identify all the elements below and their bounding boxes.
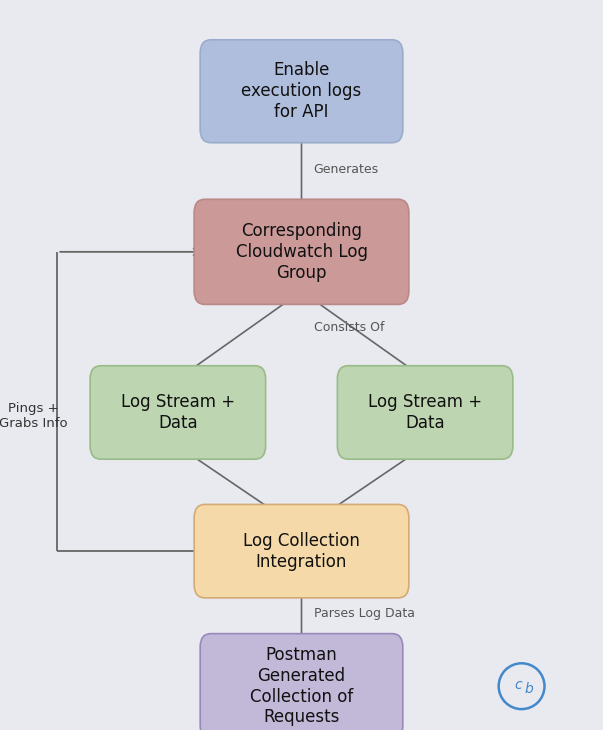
Text: c: c <box>514 677 522 692</box>
Text: Enable
execution logs
for API: Enable execution logs for API <box>241 61 362 121</box>
Text: Generates: Generates <box>314 163 379 176</box>
Text: Pings +
Grabs Info: Pings + Grabs Info <box>0 402 68 430</box>
FancyBboxPatch shape <box>200 634 403 730</box>
Text: Log Stream +
Data: Log Stream + Data <box>121 393 235 432</box>
Text: Parses Log Data: Parses Log Data <box>314 607 414 620</box>
Text: Log Collection
Integration: Log Collection Integration <box>243 531 360 571</box>
FancyBboxPatch shape <box>200 39 403 143</box>
FancyBboxPatch shape <box>90 366 266 459</box>
Text: b: b <box>525 682 533 696</box>
FancyBboxPatch shape <box>194 199 409 304</box>
Text: Corresponding
Cloudwatch Log
Group: Corresponding Cloudwatch Log Group <box>236 222 367 282</box>
FancyBboxPatch shape <box>337 366 513 459</box>
Text: Consists Of: Consists Of <box>314 320 384 334</box>
FancyBboxPatch shape <box>194 504 409 598</box>
Text: Postman
Generated
Collection of
Requests: Postman Generated Collection of Requests <box>250 646 353 726</box>
Text: Log Stream +
Data: Log Stream + Data <box>368 393 482 432</box>
